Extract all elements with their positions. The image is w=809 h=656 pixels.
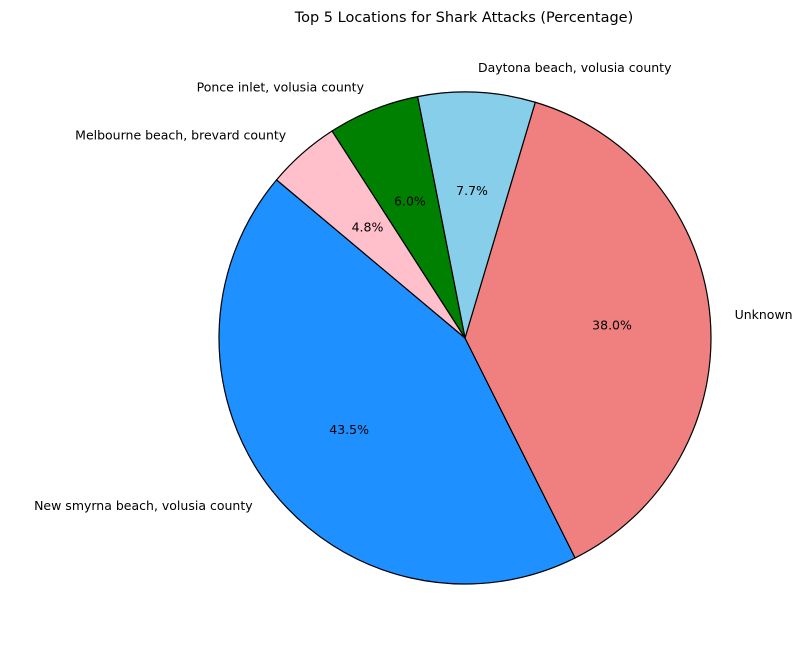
pct-label-melbourne-beach-brevard-county: 4.8%	[352, 220, 384, 235]
slice-label-daytona-beach-volusia-county: Daytona beach, volusia county	[478, 60, 672, 75]
chart-title: Top 5 Locations for Shark Attacks (Perce…	[294, 10, 634, 26]
pct-label-ponce-inlet-volusia-county: 6.0%	[394, 194, 426, 209]
slice-labels: New smyrna beach, volusia county Unknown D…	[34, 60, 793, 513]
pie-slice-daytona-beach-volusia-county	[416, 91, 536, 339]
pct-label-daytona-beach-volusia-county: 7.7%	[456, 183, 488, 198]
slice-label-new-smyrna-beach-volusia-county: New smyrna beach, volusia county	[34, 498, 253, 513]
pie-slices	[218, 91, 712, 585]
percentage-labels: 43.5% 38.0% 7.7% 6.0% 4.8%	[329, 183, 632, 437]
pie-slice-unknown	[464, 101, 712, 559]
slice-label-ponce-inlet-volusia-county: Ponce inlet, volusia county	[197, 79, 365, 94]
slice-label-melbourne-beach-brevard-county: Melbourne beach, brevard county	[75, 127, 287, 142]
pct-label-new-smyrna-beach-volusia-county: 43.5%	[329, 422, 369, 437]
slice-label-unknown: Unknown	[735, 307, 793, 322]
pie-slice-new-smyrna-beach-volusia-county	[218, 179, 576, 585]
pie-slice-melbourne-beach-brevard-county	[275, 130, 466, 339]
pct-label-unknown: 38.0%	[592, 318, 632, 333]
